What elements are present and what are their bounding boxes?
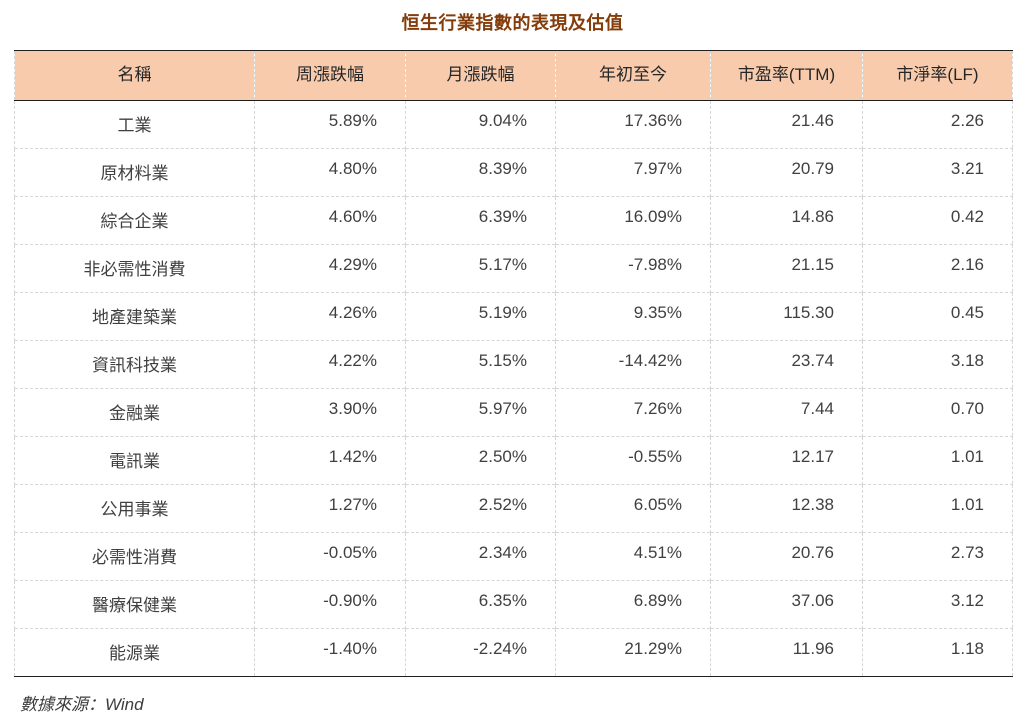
cell-industry-name: 能源業: [14, 628, 255, 677]
cell-pe-ttm: 21.46: [710, 100, 863, 149]
cell-pe-ttm: 7.44: [710, 388, 863, 437]
cell-ytd-change: 7.97%: [555, 148, 711, 197]
table-row: 金融業 3.90% 5.97% 7.26% 7.44 0.70: [14, 388, 1013, 437]
column-header-week-change: 周漲跌幅: [254, 50, 406, 101]
cell-industry-name: 非必需性消費: [14, 244, 255, 293]
cell-industry-name: 工業: [14, 100, 255, 149]
cell-month-change: 9.04%: [405, 100, 556, 149]
table-row: 必需性消費 -0.05% 2.34% 4.51% 20.76 2.73: [14, 532, 1013, 581]
cell-week-change: 1.42%: [254, 436, 406, 485]
cell-pb-lf: 0.42: [862, 196, 1013, 245]
cell-pb-lf: 2.26: [862, 100, 1013, 149]
cell-pb-lf: 2.16: [862, 244, 1013, 293]
cell-month-change: 2.34%: [405, 532, 556, 581]
cell-week-change: 3.90%: [254, 388, 406, 437]
cell-month-change: 6.35%: [405, 580, 556, 629]
cell-ytd-change: -7.98%: [555, 244, 711, 293]
table-row: 能源業 -1.40% -2.24% 21.29% 11.96 1.18: [14, 628, 1013, 677]
column-header-name: 名稱: [14, 50, 255, 101]
cell-industry-name: 金融業: [14, 388, 255, 437]
cell-ytd-change: 4.51%: [555, 532, 711, 581]
table-row: 資訊科技業 4.22% 5.15% -14.42% 23.74 3.18: [14, 340, 1013, 389]
cell-pe-ttm: 12.38: [710, 484, 863, 533]
cell-industry-name: 地產建築業: [14, 292, 255, 341]
cell-pb-lf: 3.12: [862, 580, 1013, 629]
cell-week-change: 4.80%: [254, 148, 406, 197]
cell-month-change: 5.19%: [405, 292, 556, 341]
cell-ytd-change: 6.89%: [555, 580, 711, 629]
cell-ytd-change: 21.29%: [555, 628, 711, 677]
cell-pb-lf: 1.01: [862, 436, 1013, 485]
cell-week-change: 1.27%: [254, 484, 406, 533]
cell-pb-lf: 0.45: [862, 292, 1013, 341]
cell-pe-ttm: 37.06: [710, 580, 863, 629]
table-body: 工業 5.89% 9.04% 17.36% 21.46 2.26 原材料業 4.80% 8.39…: [14, 100, 1013, 677]
cell-pe-ttm: 115.30: [710, 292, 863, 341]
table-row: 綜合企業 4.60% 6.39% 16.09% 14.86 0.42: [14, 196, 1013, 245]
cell-industry-name: 必需性消費: [14, 532, 255, 581]
cell-pe-ttm: 23.74: [710, 340, 863, 389]
cell-pb-lf: 3.18: [862, 340, 1013, 389]
cell-pb-lf: 3.21: [862, 148, 1013, 197]
column-header-pe-ttm: 市盈率(TTM): [710, 50, 863, 101]
cell-pb-lf: 1.01: [862, 484, 1013, 533]
header-row: 名稱 周漲跌幅 月漲跌幅 年初至今 市盈率(TTM) 市淨率(LF): [14, 50, 1013, 101]
cell-week-change: 4.26%: [254, 292, 406, 341]
cell-month-change: 6.39%: [405, 196, 556, 245]
cell-week-change: 4.29%: [254, 244, 406, 293]
cell-pb-lf: 2.73: [862, 532, 1013, 581]
table-title: 恒生行業指數的表現及估值: [401, 13, 624, 33]
cell-week-change: -1.40%: [254, 628, 406, 677]
cell-week-change: 4.60%: [254, 196, 406, 245]
cell-month-change: 8.39%: [405, 148, 556, 197]
cell-industry-name: 資訊科技業: [14, 340, 255, 389]
cell-industry-name: 公用事業: [14, 484, 255, 533]
cell-week-change: -0.90%: [254, 580, 406, 629]
cell-pe-ttm: 11.96: [710, 628, 863, 677]
table-row: 工業 5.89% 9.04% 17.36% 21.46 2.26: [14, 100, 1013, 149]
table-row: 非必需性消費 4.29% 5.17% -7.98% 21.15 2.16: [14, 244, 1013, 293]
cell-week-change: 5.89%: [254, 100, 406, 149]
cell-industry-name: 醫療保健業: [14, 580, 255, 629]
cell-week-change: -0.05%: [254, 532, 406, 581]
cell-ytd-change: -0.55%: [555, 436, 711, 485]
table-row: 醫療保健業 -0.90% 6.35% 6.89% 37.06 3.12: [14, 580, 1013, 629]
column-header-ytd-change: 年初至今: [555, 50, 711, 101]
cell-week-change: 4.22%: [254, 340, 406, 389]
cell-month-change: 5.97%: [405, 388, 556, 437]
cell-pe-ttm: 20.76: [710, 532, 863, 581]
cell-industry-name: 原材料業: [14, 148, 255, 197]
industry-index-table: 名稱 周漲跌幅 月漲跌幅 年初至今 市盈率(TTM) 市淨率(LF) 工業 5.89% 9.0…: [14, 50, 1013, 677]
cell-month-change: 5.15%: [405, 340, 556, 389]
cell-ytd-change: 17.36%: [555, 100, 711, 149]
cell-pe-ttm: 21.15: [710, 244, 863, 293]
cell-month-change: 2.52%: [405, 484, 556, 533]
cell-ytd-change: 16.09%: [555, 196, 711, 245]
table-row: 電訊業 1.42% 2.50% -0.55% 12.17 1.01: [14, 436, 1013, 485]
column-header-month-change: 月漲跌幅: [405, 50, 556, 101]
cell-industry-name: 電訊業: [14, 436, 255, 485]
cell-month-change: 5.17%: [405, 244, 556, 293]
cell-pb-lf: 1.18: [862, 628, 1013, 677]
cell-month-change: 2.50%: [405, 436, 556, 485]
cell-ytd-change: 7.26%: [555, 388, 711, 437]
cell-pe-ttm: 20.79: [710, 148, 863, 197]
cell-ytd-change: 6.05%: [555, 484, 711, 533]
cell-month-change: -2.24%: [405, 628, 556, 677]
table-row: 地產建築業 4.26% 5.19% 9.35% 115.30 0.45: [14, 292, 1013, 341]
cell-ytd-change: 9.35%: [555, 292, 711, 341]
table-row: 原材料業 4.80% 8.39% 7.97% 20.79 3.21: [14, 148, 1013, 197]
cell-pb-lf: 0.70: [862, 388, 1013, 437]
report-figure-page: 恒生行業指數的表現及估值 名稱 周漲跌幅 月漲跌幅 年初至今 市盈率(TTM) 市淨率(L…: [0, 9, 1025, 720]
table-row: 公用事業 1.27% 2.52% 6.05% 12.38 1.01: [14, 484, 1013, 533]
cell-pe-ttm: 14.86: [710, 196, 863, 245]
cell-industry-name: 綜合企業: [14, 196, 255, 245]
data-source-note: 數據來源：Wind: [20, 695, 144, 714]
column-header-pb-lf: 市淨率(LF): [862, 50, 1013, 101]
cell-ytd-change: -14.42%: [555, 340, 711, 389]
table-header: 名稱 周漲跌幅 月漲跌幅 年初至今 市盈率(TTM) 市淨率(LF): [14, 50, 1013, 101]
cell-pe-ttm: 12.17: [710, 436, 863, 485]
